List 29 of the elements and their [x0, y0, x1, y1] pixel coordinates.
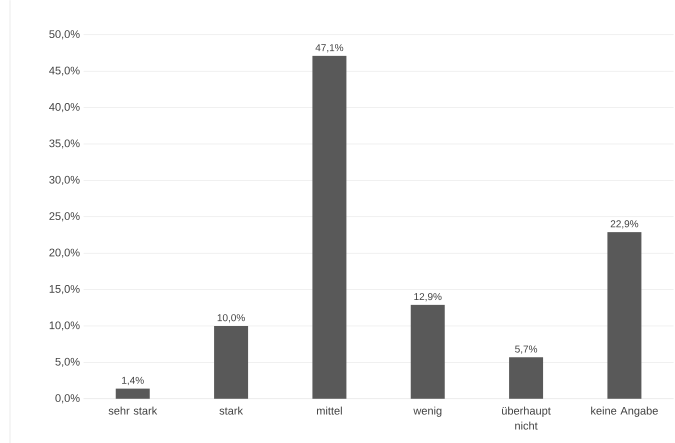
data-label: 10,0%: [218, 314, 245, 322]
data-label: 22,9%: [610, 220, 638, 228]
x-tick-label: mittel: [317, 406, 342, 414]
y-tick-label: 45,0%: [49, 66, 80, 76]
x-tick-label: keine Angabe: [591, 406, 658, 417]
y-tick-label: 40,0%: [49, 102, 80, 112]
data-label: 47,1%: [315, 44, 344, 52]
y-tick-label: 30,0%: [49, 176, 80, 185]
y-tick-label: 5,0%: [55, 358, 80, 367]
y-tick-label: 50,0%: [49, 30, 80, 40]
data-label: 5,7%: [515, 345, 538, 354]
y-tick-label: 25,0%: [49, 212, 80, 222]
data-label: 1,4%: [122, 376, 144, 385]
x-tick-label: sehr stark: [108, 406, 158, 414]
y-tick-label: 10,0%: [50, 321, 80, 330]
x-tick-label: überhaupt nicht: [502, 406, 551, 430]
data-label: 12,9%: [414, 292, 442, 302]
y-tick-label: 15,0%: [50, 284, 80, 294]
bar: [410, 304, 445, 399]
bar: [312, 56, 346, 399]
y-tick-label: 20,0%: [49, 248, 80, 258]
y-tick-label: 0,0%: [55, 394, 80, 404]
bar: [116, 388, 150, 399]
bar: [607, 232, 642, 399]
bar: [509, 357, 544, 399]
bar: [214, 326, 248, 399]
y-tick-label: 35,0%: [49, 139, 80, 148]
x-tick-label: stark: [219, 406, 244, 414]
x-tick-label: wenig: [413, 406, 442, 417]
